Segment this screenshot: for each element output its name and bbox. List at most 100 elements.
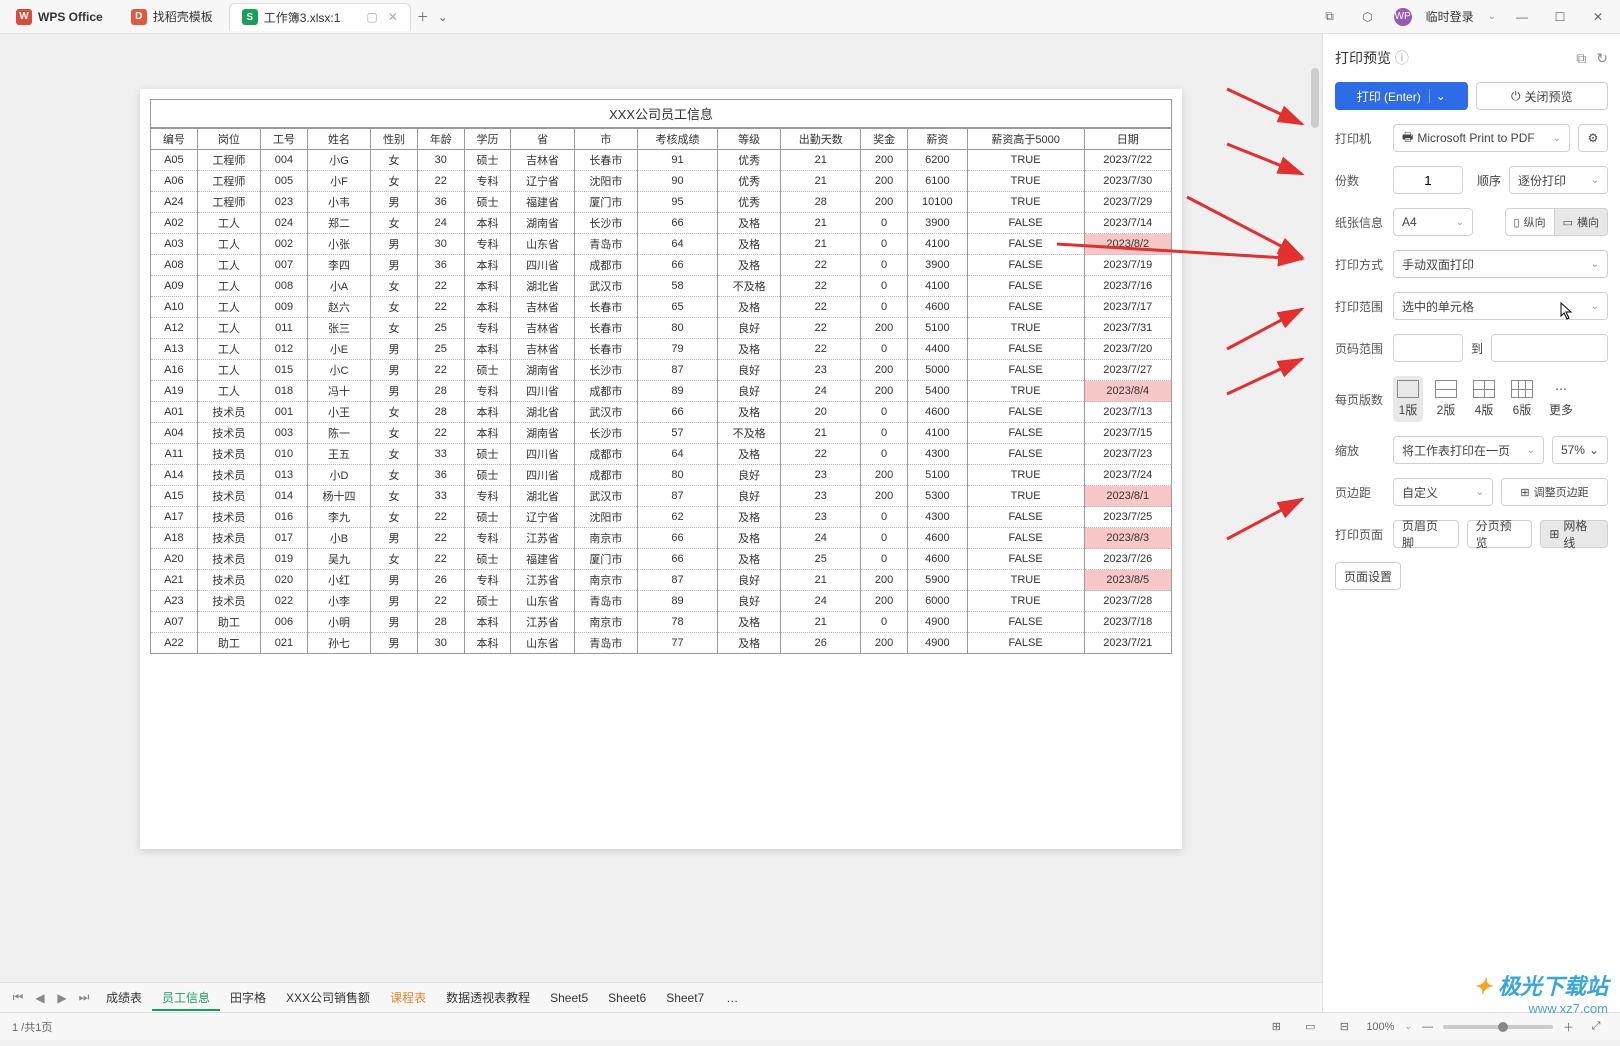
avatar[interactable]: WP xyxy=(1394,8,1412,26)
chevron-down-icon[interactable]: ⌄ xyxy=(1488,11,1496,22)
table-cell: 22 xyxy=(781,318,861,339)
table-cell: A19 xyxy=(151,381,198,402)
sheet-tab[interactable]: 员工信息 xyxy=(152,987,220,1011)
panel-icon[interactable]: ⧉ xyxy=(1318,5,1342,29)
table-cell: 男 xyxy=(371,192,418,213)
gridlines-button[interactable]: ⊞ 网格线 xyxy=(1540,520,1608,548)
pagerange-to-input[interactable] xyxy=(1491,334,1608,362)
layout-icon[interactable]: ⧉ xyxy=(1576,50,1586,67)
sheet-nav-last[interactable]: ⏭ xyxy=(74,988,94,1008)
print-button[interactable]: 打印 (Enter) ⌄ xyxy=(1335,82,1468,110)
table-cell: 冯十 xyxy=(307,381,370,402)
table-cell: 2023/7/29 xyxy=(1084,192,1171,213)
sheet-tab[interactable]: 成绩表 xyxy=(96,987,152,1009)
chevron-down-icon[interactable]: ⌄ xyxy=(1429,89,1446,103)
view-break-icon[interactable]: ⊟ xyxy=(1332,1015,1356,1039)
sheet-tab[interactable]: 课程表 xyxy=(380,987,436,1009)
table-cell: 64 xyxy=(638,234,718,255)
zoom-in-button[interactable]: ＋ xyxy=(1563,1019,1574,1035)
table-cell: 200 xyxy=(861,192,908,213)
zoom-slider[interactable] xyxy=(1443,1025,1553,1029)
sheet-tab[interactable]: Sheet5 xyxy=(540,987,598,1009)
cursor-icon xyxy=(1560,302,1574,323)
table-cell: 023 xyxy=(261,192,308,213)
chevron-down-icon[interactable]: ⌄ xyxy=(1404,1021,1412,1032)
table-cell: 22 xyxy=(417,276,464,297)
table-row: A09工人008小A女22本科湖北省武汉市58不及格2204100FALSE20… xyxy=(151,276,1172,297)
table-cell: 24 xyxy=(781,591,861,612)
table-cell: 技术员 xyxy=(197,507,260,528)
range-select[interactable]: 选中的单元格 ⌄ xyxy=(1393,292,1608,320)
help-icon[interactable]: ⓘ xyxy=(1395,50,1409,66)
titlebar: W WPS Office D 找稻壳模板 S 工作簿3.xlsx:1 ▢ ✕ ＋… xyxy=(0,0,1620,34)
pagerange-from-input[interactable] xyxy=(1393,334,1463,362)
maximize-button[interactable]: ☐ xyxy=(1548,5,1572,29)
main: XXX公司员工信息 编号岗位工号姓名性别年龄学历省市考核成绩等级出勤天数奖金薪资… xyxy=(0,34,1620,1012)
close-button[interactable]: ✕ xyxy=(1586,5,1610,29)
sheet-tab-more[interactable]: … xyxy=(716,987,748,1009)
table-cell: 本科 xyxy=(464,297,511,318)
sheet-nav-first[interactable]: ⏮ xyxy=(8,988,28,1008)
margin-select[interactable]: 自定义 ⌄ xyxy=(1393,478,1493,506)
table-cell: 王五 xyxy=(307,444,370,465)
refresh-icon[interactable]: ↻ xyxy=(1596,50,1608,67)
order-select[interactable]: 逐份打印 ⌄ xyxy=(1509,166,1608,194)
view-grid-icon[interactable]: ⊞ xyxy=(1264,1015,1288,1039)
sheet-tab[interactable]: Sheet7 xyxy=(656,987,714,1009)
sheet-nav-prev[interactable]: ◀ xyxy=(30,988,50,1008)
login-label[interactable]: 临时登录 xyxy=(1426,8,1474,25)
minimize-button[interactable]: — xyxy=(1510,5,1534,29)
tab-menu-icon[interactable]: ▢ xyxy=(366,10,377,24)
layout-6[interactable]: 6版 xyxy=(1507,376,1537,422)
layout-4[interactable]: 4版 xyxy=(1469,376,1499,422)
table-cell: 65 xyxy=(638,297,718,318)
zoom-out-button[interactable]: — xyxy=(1422,1021,1433,1033)
pagebreak-button[interactable]: 分页预览 xyxy=(1467,520,1533,548)
sheet-tab[interactable]: XXX公司销售额 xyxy=(276,987,380,1009)
table-row: A03工人002小张男30专科山东省青岛市64及格2104100FALSE202… xyxy=(151,234,1172,255)
fullscreen-icon[interactable]: ⤢ xyxy=(1584,1015,1608,1039)
preview-scrollbar[interactable] xyxy=(1310,68,1320,952)
landscape-button[interactable]: ▭ 横向 xyxy=(1555,208,1608,236)
table-cell: 江苏省 xyxy=(511,528,574,549)
app-tab[interactable]: W WPS Office xyxy=(4,3,115,31)
margin-adjust-button[interactable]: ⊞ 调整页边距 xyxy=(1501,478,1608,506)
zoom-select[interactable]: 将工作表打印在一页 ⌄ xyxy=(1393,436,1544,464)
sheet-tab[interactable]: 数据透视表教程 xyxy=(436,987,540,1009)
sheet-tab[interactable]: 田字格 xyxy=(220,987,276,1009)
column-header: 出勤天数 xyxy=(781,129,861,150)
table-cell: 南京市 xyxy=(574,612,637,633)
cube-icon[interactable]: ⬡ xyxy=(1356,5,1380,29)
layout-more[interactable]: ⋯ 更多 xyxy=(1545,376,1577,422)
layout-2[interactable]: 2版 xyxy=(1431,376,1461,422)
portrait-button[interactable]: ▯ 纵向 xyxy=(1505,208,1555,236)
zoom-pct-select[interactable]: 57% ⌄ xyxy=(1552,436,1608,464)
tab-list-button[interactable]: ⌄ xyxy=(431,5,455,29)
tab-close-icon[interactable]: ✕ xyxy=(388,10,398,24)
table-cell: 成都市 xyxy=(574,444,637,465)
table-cell: 22 xyxy=(781,339,861,360)
landscape-icon: ▭ xyxy=(1563,216,1573,229)
paper-select[interactable]: A4 ⌄ xyxy=(1393,208,1473,236)
table-cell: 工人 xyxy=(197,297,260,318)
layout-1[interactable]: 1版 xyxy=(1393,376,1423,422)
table-cell: 南京市 xyxy=(574,570,637,591)
sheet-nav-next[interactable]: ▶ xyxy=(52,988,72,1008)
template-tab[interactable]: D 找稻壳模板 xyxy=(119,3,225,31)
printer-select[interactable]: 🖶 Microsoft Print to PDF ⌄ xyxy=(1393,124,1570,152)
close-preview-button[interactable]: ⏻ 关闭预览 xyxy=(1476,82,1609,110)
table-cell: 018 xyxy=(261,381,308,402)
sheet-tab[interactable]: Sheet6 xyxy=(598,987,656,1009)
copies-input[interactable] xyxy=(1393,166,1463,194)
column-header: 市 xyxy=(574,129,637,150)
headerfooter-button[interactable]: 页眉页脚 xyxy=(1393,520,1459,548)
printer-settings-button[interactable]: ⚙ xyxy=(1578,124,1608,152)
table-cell: 南京市 xyxy=(574,528,637,549)
table-row: A08工人007李四男36本科四川省成都市66及格2203900FALSE202… xyxy=(151,255,1172,276)
document-tab[interactable]: S 工作簿3.xlsx:1 ▢ ✕ xyxy=(229,3,411,31)
table-row: A04技术员003陈一女22本科湖南省长沙市57不及格2104100FALSE2… xyxy=(151,423,1172,444)
pagesetup-button[interactable]: 页面设置 xyxy=(1335,562,1401,590)
view-page-icon[interactable]: ▭ xyxy=(1298,1015,1322,1039)
table-cell: 及格 xyxy=(717,633,780,654)
duplex-select[interactable]: 手动双面打印 ⌄ xyxy=(1393,250,1608,278)
